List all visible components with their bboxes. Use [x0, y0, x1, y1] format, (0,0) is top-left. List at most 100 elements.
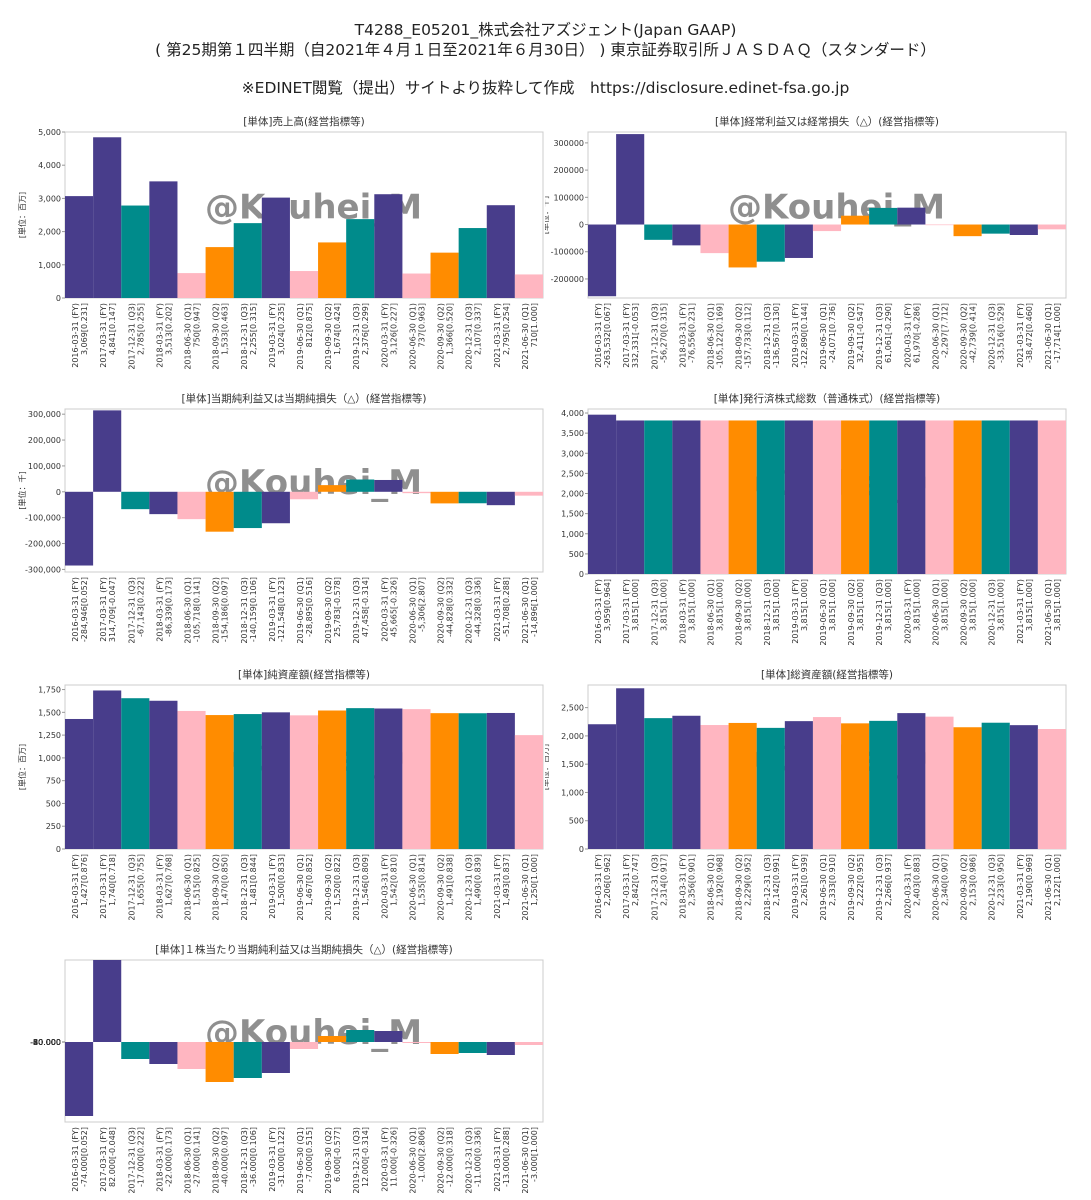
y-tick-label: 500 [569, 550, 584, 559]
x-tick-label: 2017-03-31 (FY)314,709[-0.047] [99, 577, 117, 642]
x-tick-label-line: 2018-03-31 (FY) [678, 303, 687, 368]
bar-2020-12-31-Q3 [981, 722, 1010, 849]
y-axis-label: [単位：千] [17, 471, 27, 509]
x-tick-label-line: 2017-03-31 (FY) [622, 854, 631, 919]
y-tick-label: -20.000 [30, 1038, 61, 1047]
bar-2018-12-31-Q3 [756, 224, 785, 262]
x-tick-label-line: -157,733[0.112] [744, 303, 753, 368]
x-tick-label-line: 2020-12-31 (Q3) [988, 303, 997, 370]
x-tick-label: 2019-03-31 (FY)-122,890[0.144] [791, 303, 809, 368]
chart-title: [単体]売上高(経営指標等) [243, 115, 364, 128]
x-tick-label-line: 1,535[0.814] [417, 854, 426, 906]
x-tick-label: 2020-09-30 (Q2)-44,828[0.332] [437, 577, 455, 644]
x-tick-label-line: 2018-12-31 (Q3) [763, 579, 772, 646]
bar-2018-09-30-Q2 [728, 420, 757, 574]
x-tick-label: 2020-12-31 (Q3)1,490[0.839] [465, 854, 483, 921]
bar-2018-03-31-FY [672, 224, 701, 246]
x-tick-label: 2020-06-30 (Q1)-1.000[2.806] [408, 1127, 426, 1194]
bar-2020-12-31-Q3 [981, 224, 1010, 234]
x-tick-label-line: 2018-09-30 (Q2) [212, 303, 221, 370]
x-tick-label-line: 2021-03-31 (FY) [1016, 579, 1025, 644]
x-tick-label: 2018-09-30 (Q2)3,815[1.000] [735, 579, 753, 646]
bar-2020-03-31-FY [897, 713, 926, 849]
x-tick-label-line: 2,785[0.255] [136, 303, 145, 355]
x-tick-label-line: 1,491[0.838] [446, 854, 455, 906]
bar-2021-03-31-FY [486, 205, 515, 298]
x-tick-label: 2019-12-31 (Q3)2,266[0.937] [875, 854, 893, 921]
x-tick-label: 2017-12-31 (Q3)-17.000[0.222] [127, 1127, 145, 1194]
x-tick-label-line: 2,261[0.939] [800, 854, 809, 906]
x-tick-label-line: 2,142[0.991] [772, 854, 781, 906]
x-tick-label-line: 2018-12-31 (Q3) [240, 577, 249, 644]
x-tick-label-line: -121,548[0.123] [277, 577, 286, 642]
x-tick-label-line: 2018-09-30 (Q2) [735, 579, 744, 646]
x-tick-label-line: -28,895[0.516] [305, 577, 314, 637]
x-tick-label: 2017-12-31 (Q3)1,655[0.755] [127, 854, 145, 921]
x-tick-label-line: 2020-12-31 (Q3) [988, 579, 997, 646]
y-tick-label: 1,500 [561, 510, 584, 519]
x-tick-label-line: 25,783[-0.578] [333, 577, 342, 637]
x-tick-label-line: 1,467[0.852] [305, 854, 314, 906]
bar-2020-06-30-Q1 [925, 716, 954, 849]
x-tick-label-line: 2020-06-30 (Q1) [931, 579, 940, 646]
x-tick-label: 2018-06-30 (Q1)3,815[1.000] [707, 579, 725, 646]
x-tick-label-line: 2,842[0.747] [631, 854, 640, 906]
plot-frame [64, 959, 544, 1123]
x-tick-label-line: 2018-09-30 (Q2) [735, 854, 744, 921]
x-tick-label: 2019-12-31 (Q3)3,815[1.000] [875, 579, 893, 646]
x-tick-label-line: 2018-06-30 (Q1) [707, 579, 716, 646]
x-tick-label: 2020-06-30 (Q1)-5,306[2.807] [408, 577, 426, 644]
eps-bar-chart: [単体]１株当たり当期純利益又は当期純損失（△）(経営指標等)@Kouhei_M… [30, 943, 544, 1194]
chart-title: [単体]純資産額(経営指標等) [238, 668, 370, 681]
header-period-line: ( 第25期第１四半期（自2021年４月１日至2021年６月30日） ) 東京証… [155, 41, 936, 59]
x-tick-label-line: 2019-06-30 (Q1) [296, 303, 305, 370]
bar-2019-09-30-Q2 [841, 215, 870, 225]
x-tick-label: 2019-03-31 (FY)1,500[0.833] [268, 854, 286, 919]
bar-2019-12-31-Q3 [346, 1030, 375, 1042]
y-tick-label: -80.000 [30, 1038, 61, 1047]
x-tick-label-line: -33,516[0.529] [997, 303, 1006, 363]
x-tick-label-line: 2018-12-31 (Q3) [240, 854, 249, 921]
x-tick-label: 2020-12-31 (Q3)2,107[0.337] [465, 303, 483, 370]
chart-title: [単体]１株当たり当期純利益又は当期純損失（△）(経営指標等) [155, 943, 452, 956]
x-tick-label: 2018-09-30 (Q2)-157,733[0.112] [735, 303, 753, 370]
x-tick-label-line: 2017-03-31 (FY) [99, 577, 108, 642]
x-tick-label: 2018-03-31 (FY)-22.000[0.173] [155, 1127, 173, 1192]
x-tick-label-line: 2018-03-31 (FY) [678, 579, 687, 644]
x-tick-label: 2016-03-31 (FY)-284,946[0.052] [71, 577, 89, 642]
x-tick-label-line: -2,297[7.712] [940, 303, 949, 358]
x-tick-label: 2020-12-31 (Q3)-33,516[0.529] [988, 303, 1006, 370]
x-tick-label-line: 2017-12-31 (Q3) [127, 1127, 136, 1194]
x-tick-label-line: 2018-09-30 (Q2) [212, 1127, 221, 1194]
x-tick-label-line: 2017-12-31 (Q3) [127, 577, 136, 644]
x-tick-label: 2020-03-31 (FY)2,403[0.883] [903, 854, 921, 919]
x-tick-label-line: 2019-06-30 (Q1) [819, 579, 828, 646]
x-tick-label: 2018-06-30 (Q1)-105,122[0.169] [707, 303, 725, 370]
x-tick-label-line: 2,222[0.955] [856, 854, 865, 906]
x-tick-label-line: 2020-06-30 (Q1) [408, 1127, 417, 1194]
bar-2017-12-31-Q3 [121, 1042, 150, 1059]
x-tick-label-line: 2018-12-31 (Q3) [240, 303, 249, 370]
y-tick-label: 5,000 [38, 128, 61, 137]
bar-2020-12-31-Q3 [458, 1042, 487, 1053]
x-tick-label-line: 1,493[0.837] [502, 854, 511, 906]
x-tick-label-line: 2019-03-31 (FY) [791, 854, 800, 919]
y-tick-label: 60.000 [33, 1038, 61, 1047]
y-tick-label: -100,000 [25, 514, 61, 523]
bar-2018-03-31-FY [149, 700, 178, 849]
x-tick-label-line: 1,674[0.424] [333, 303, 342, 355]
x-tick-label-line: 2019-03-31 (FY) [791, 303, 800, 368]
x-tick-label-line: 2019-09-30 (Q2) [324, 303, 333, 370]
x-tick-label-line: 3,815[1.000] [940, 579, 949, 631]
y-tick-label: 300,000 [28, 410, 61, 419]
x-tick-label-line: 1,515[0.825] [193, 854, 202, 906]
bar-2020-03-31-FY [374, 1031, 403, 1042]
x-tick-label-line: 2019-12-31 (Q3) [352, 577, 361, 644]
x-tick-label: 2017-03-31 (FY)4,841[0.147] [99, 303, 117, 368]
y-tick-label: 0 [579, 845, 584, 854]
bar-2016-03-31-FY [588, 414, 617, 574]
x-tick-label-line: 1,546[0.809] [361, 854, 370, 906]
x-tick-label: 2020-03-31 (FY)61,970[-0.286] [903, 303, 921, 368]
x-tick-label: 2021-06-30 (Q1)3,815[1.000] [1044, 579, 1062, 646]
y-tick-label: 0.000 [38, 1038, 61, 1047]
